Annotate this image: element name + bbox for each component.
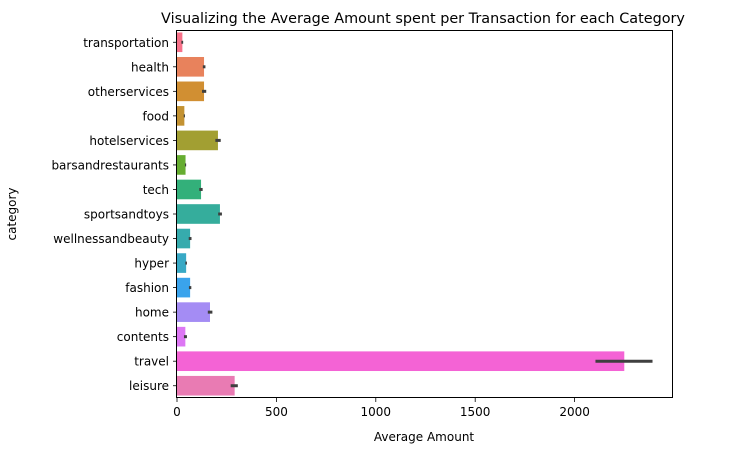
bar-food — [177, 106, 185, 126]
y-tick-label-otherservices: otherservices — [88, 85, 169, 99]
bar-travel — [177, 351, 625, 372]
plot-area — [177, 32, 653, 396]
bar-health — [177, 56, 205, 77]
bar-leisure — [177, 375, 235, 396]
y-tick-label-fashion: fashion — [125, 281, 169, 295]
bar-transportation — [177, 32, 183, 53]
bar-home — [177, 302, 210, 322]
y-tick-label-barsandrestaurants: barsandrestaurants — [51, 158, 169, 172]
bar-barsandrestaurants — [177, 155, 186, 175]
y-tick-label-hotelservices: hotelservices — [89, 134, 169, 148]
y-tick-label-food: food — [142, 109, 169, 123]
bar-fashion — [177, 277, 191, 298]
bar-wellnessandbeauty — [177, 228, 191, 249]
x-axis-label: Average Amount — [374, 430, 475, 444]
x-tick-label-1500: 1500 — [460, 405, 491, 419]
x-tick-label-0: 0 — [173, 405, 181, 419]
y-tick-label-home: home — [135, 306, 169, 320]
x-tick-label-2000: 2000 — [559, 405, 590, 419]
bar-otherservices — [177, 81, 205, 102]
y-tick-label-health: health — [131, 60, 169, 74]
chart-title: Visualizing the Average Amount spent per… — [161, 11, 685, 27]
y-tick-label-wellnessandbeauty: wellnessandbeauty — [53, 232, 169, 246]
y-tick-label-contents: contents — [117, 330, 169, 344]
y-tick-label-leisure: leisure — [129, 379, 169, 393]
x-tick-label-500: 500 — [265, 405, 288, 419]
bar-tech — [177, 179, 202, 200]
bar-hotelservices — [177, 130, 218, 151]
y-tick-label-travel: travel — [134, 355, 169, 369]
bar-contents — [177, 326, 186, 347]
y-axis-label: category — [5, 187, 19, 240]
y-tick-label-sportsandtoys: sportsandtoys — [84, 208, 169, 222]
bar-hyper — [177, 253, 187, 273]
bar-sportsandtoys — [177, 204, 220, 224]
y-tick-label-hyper: hyper — [134, 257, 169, 271]
x-tick-label-1000: 1000 — [361, 405, 392, 419]
y-tick-label-tech: tech — [143, 183, 169, 197]
y-tick-label-transportation: transportation — [83, 36, 169, 50]
